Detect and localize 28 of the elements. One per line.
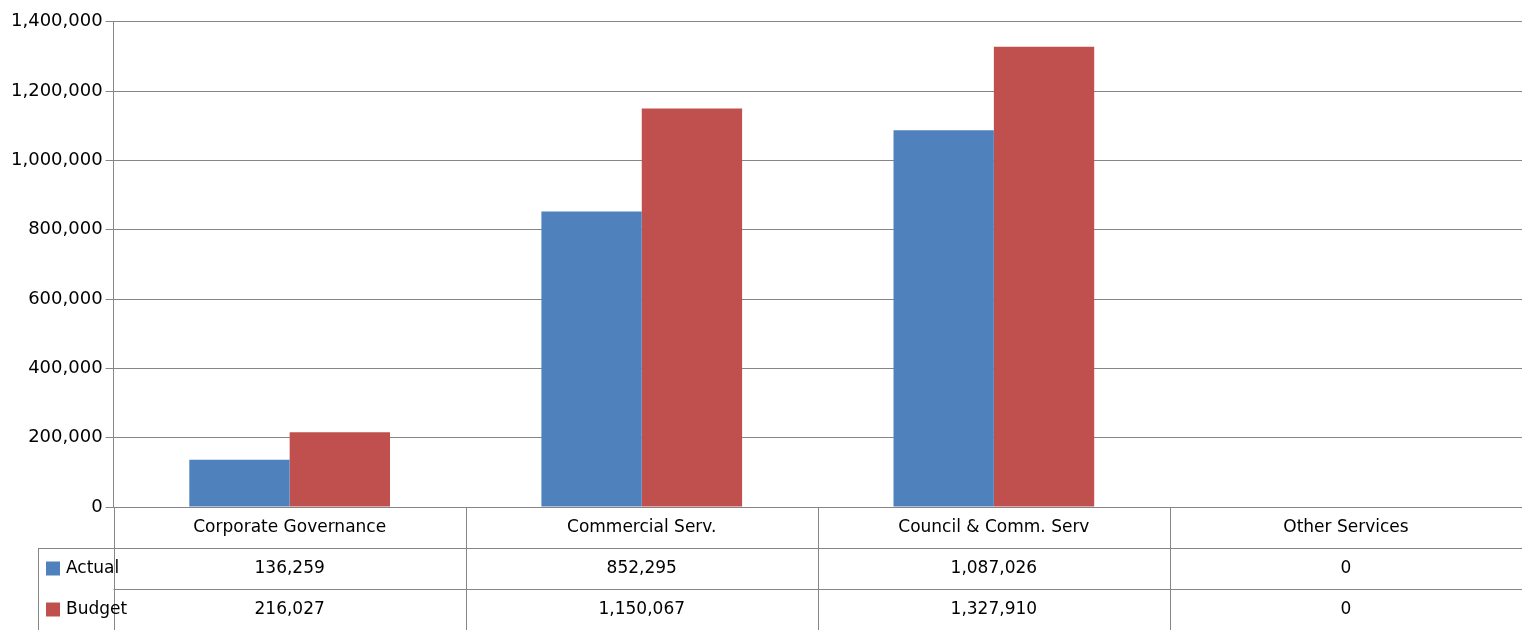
data-label: 1,087,026 — [950, 556, 1038, 577]
y-tick-label: 800,000 — [28, 217, 103, 239]
bar — [893, 130, 994, 507]
bar — [541, 211, 642, 507]
y-tick-label: 1,000,000 — [11, 148, 103, 170]
y-tick-label: 1,200,000 — [11, 78, 103, 100]
legend-label: Actual — [66, 556, 120, 577]
y-tick-label: 200,000 — [28, 425, 103, 447]
data-label: 0 — [1340, 597, 1352, 618]
y-tick-label: 0 — [91, 494, 103, 516]
y-tick-label: 1,400,000 — [11, 9, 103, 31]
bar — [993, 46, 1095, 507]
data-label: 1,327,910 — [950, 597, 1038, 618]
y-tick-label: 600,000 — [28, 286, 103, 308]
data-label: 852,295 — [606, 556, 677, 577]
data-label: 136,259 — [254, 556, 325, 577]
bar — [189, 459, 290, 507]
x-tick-label: Corporate Governance — [193, 515, 387, 536]
y-tick-label: 400,000 — [28, 356, 103, 378]
data-label: 1,150,067 — [598, 597, 686, 618]
data-label: 0 — [1340, 556, 1352, 577]
x-tick-label: Other Services — [1283, 515, 1409, 536]
data-label: 216,027 — [254, 597, 325, 618]
bar — [641, 108, 743, 507]
x-tick-label: Commercial Serv. — [567, 515, 717, 536]
x-tick-label: Council & Comm. Serv — [898, 515, 1090, 536]
bar — [289, 432, 391, 507]
legend-label: Budget — [66, 597, 128, 618]
